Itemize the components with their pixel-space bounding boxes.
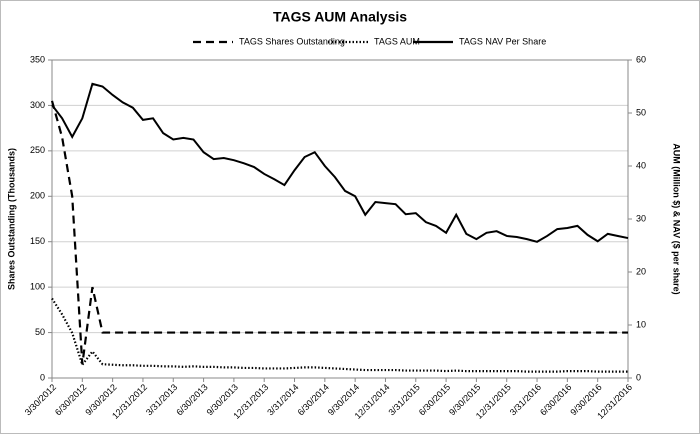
chart-title: TAGS AUM Analysis xyxy=(273,9,407,25)
y2-tick-label: 0 xyxy=(636,372,641,382)
plot-frame xyxy=(51,59,629,379)
y2-axis-title: AUM (Million $) & NAV ($ per share) xyxy=(672,143,682,294)
y2-tick-label: 50 xyxy=(636,107,646,117)
y-tick-label: 350 xyxy=(30,54,45,64)
series-line xyxy=(51,82,629,243)
y-axis-title: Shares Outstanding (Thousands) xyxy=(6,148,16,290)
series-line xyxy=(51,297,628,373)
y2-tick-label: 60 xyxy=(636,54,646,64)
y2-tick-label: 20 xyxy=(636,266,646,276)
y2-tick-label: 40 xyxy=(636,160,646,170)
y2-tick-label: 30 xyxy=(636,213,646,223)
legend-label: TAGS Shares Outstanding xyxy=(239,36,345,46)
series-line xyxy=(50,100,628,365)
y-tick-label: 50 xyxy=(35,327,45,337)
y-tick-label: 250 xyxy=(30,145,45,155)
y-tick-label: 300 xyxy=(30,100,45,110)
y-tick-label: 100 xyxy=(30,282,45,292)
y2-tick-label: 10 xyxy=(636,319,646,329)
y-tick-label: 200 xyxy=(30,191,45,201)
y-tick-label: 150 xyxy=(30,236,45,246)
legend-label: TAGS AUM xyxy=(374,36,420,46)
y-tick-label: 0 xyxy=(40,372,45,382)
legend-label: TAGS NAV Per Share xyxy=(459,36,546,46)
